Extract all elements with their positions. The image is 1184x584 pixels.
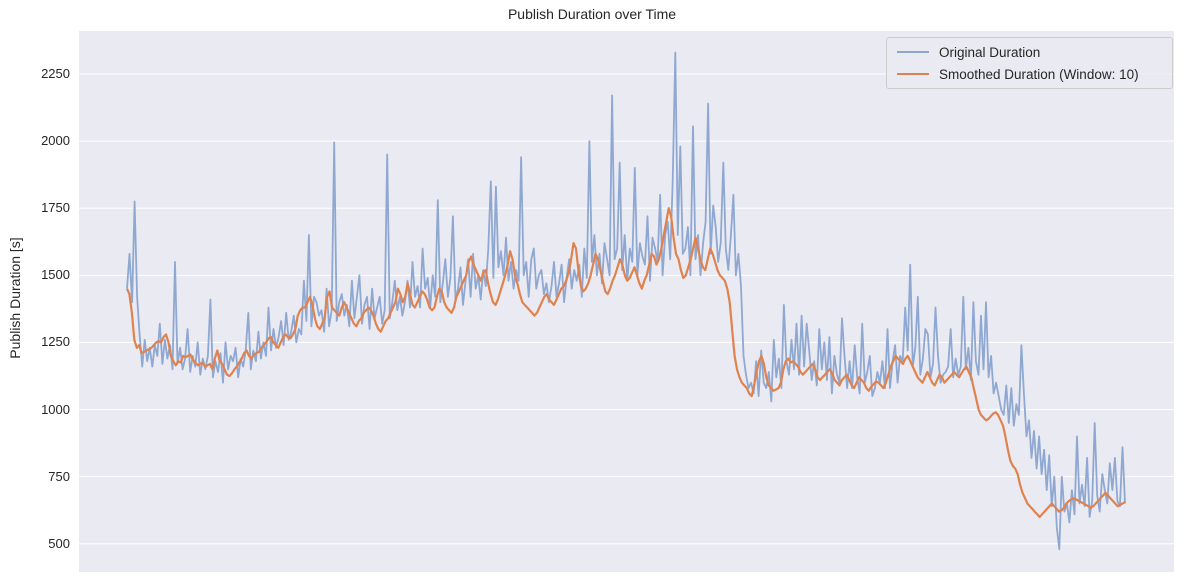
y-tick-label: 1250 <box>41 334 70 350</box>
legend: Original Duration Smoothed Duration (Win… <box>886 37 1173 89</box>
y-tick-label: 2250 <box>41 65 70 81</box>
chart-title: Publish Duration over Time <box>507 6 677 22</box>
series-layer <box>125 51 1126 551</box>
gridlines <box>79 73 1174 545</box>
legend-swatch-original-icon <box>897 51 929 53</box>
legend-item-smoothed: Smoothed Duration (Window: 10) <box>897 64 1139 84</box>
plot-background <box>79 31 1174 572</box>
smoothed-duration-line <box>125 207 1126 519</box>
y-tick-label: 1750 <box>41 200 70 216</box>
original-duration-line <box>126 51 1126 551</box>
y-tick-label: 1000 <box>41 401 70 417</box>
legend-label-original: Original Duration <box>939 44 1041 60</box>
y-tick-label: 750 <box>48 468 70 484</box>
y-tick-label: 2000 <box>41 133 70 149</box>
legend-label-smoothed: Smoothed Duration (Window: 10) <box>939 66 1139 82</box>
legend-swatch-smoothed-icon <box>897 73 929 75</box>
y-tick-label: 1500 <box>41 267 70 283</box>
y-tick-label: 500 <box>48 535 70 551</box>
legend-item-original: Original Duration <box>897 42 1040 62</box>
